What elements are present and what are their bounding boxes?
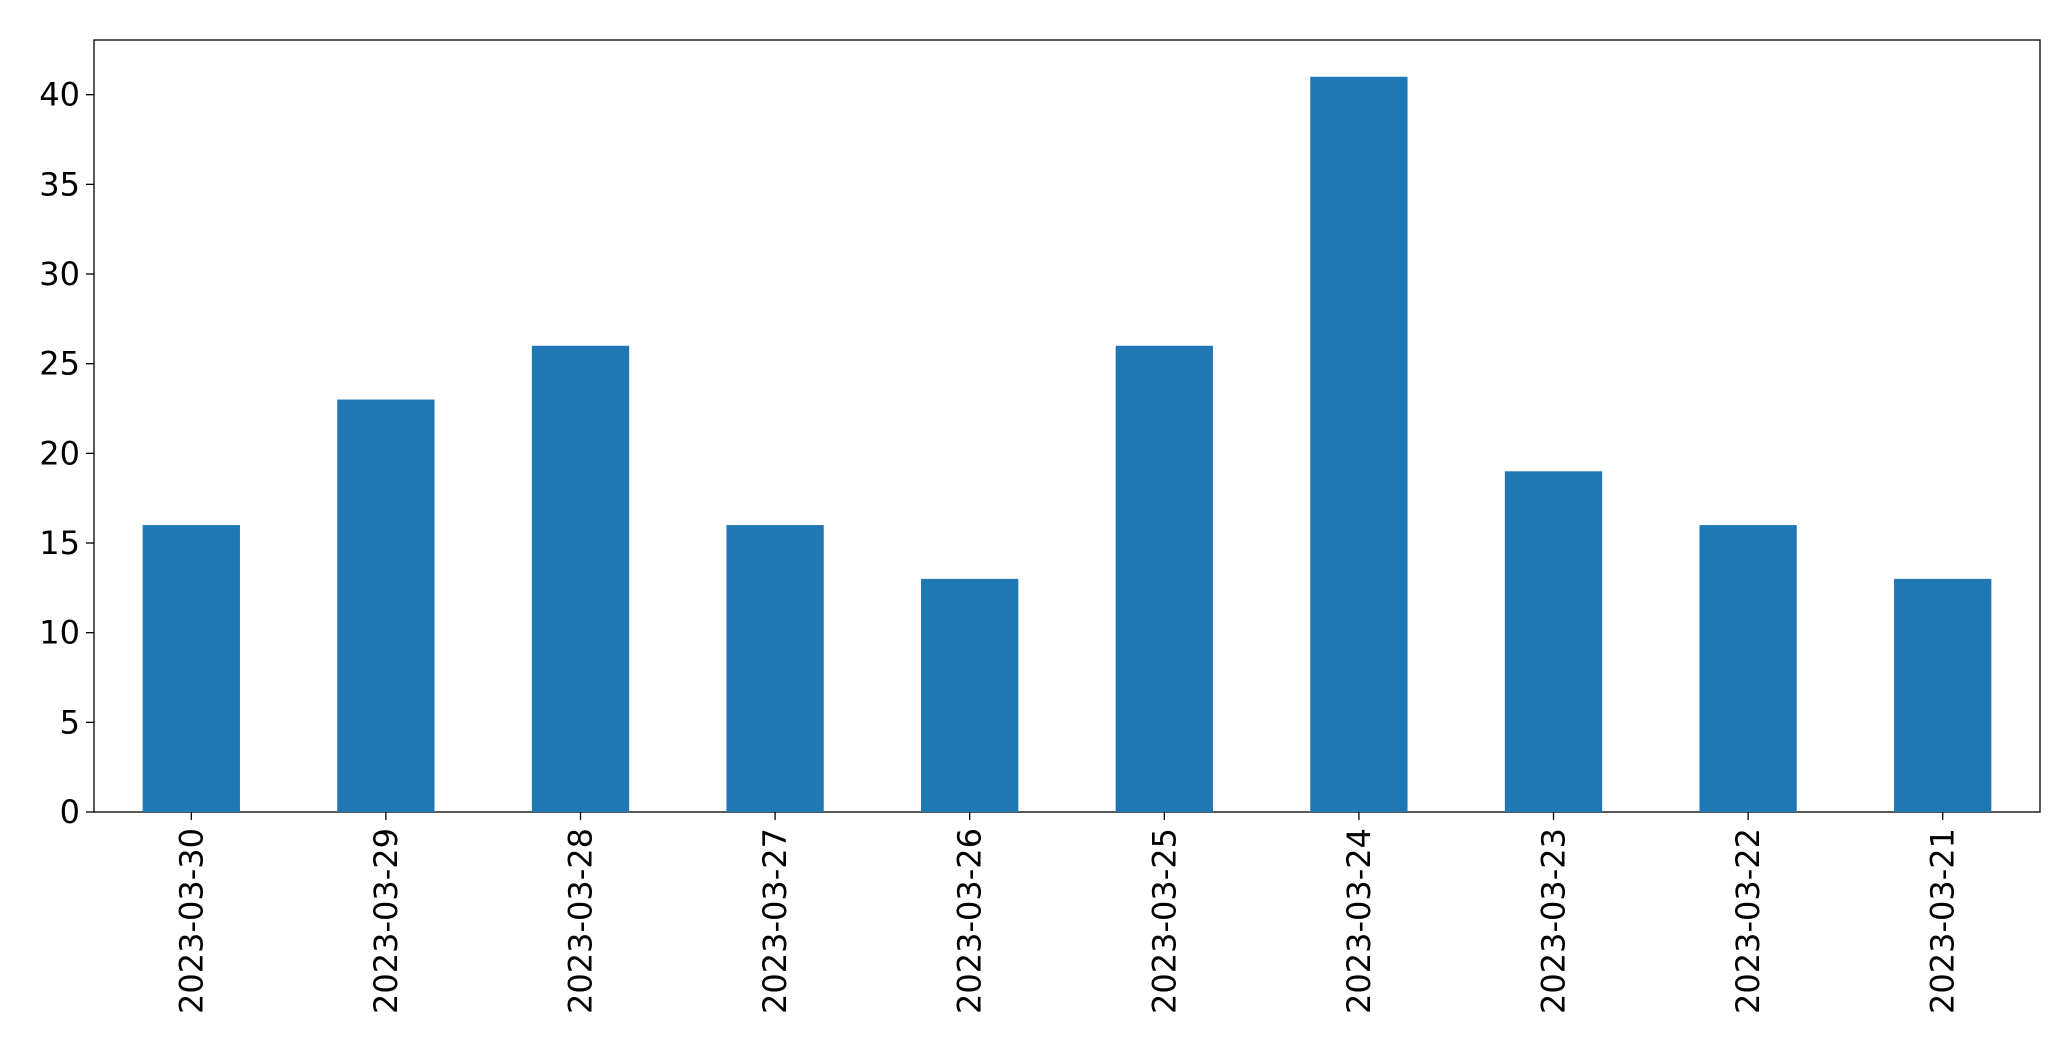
bar — [1115, 345, 1213, 812]
bar — [1699, 525, 1797, 812]
y-tick-label: 25 — [39, 345, 80, 383]
y-tick-label: 40 — [39, 76, 80, 114]
bar — [726, 525, 824, 812]
x-tick-label: 2023-03-28 — [562, 828, 600, 1014]
y-tick-label: 10 — [39, 614, 80, 652]
bar — [1310, 76, 1408, 812]
x-tick-label: 2023-03-25 — [1145, 828, 1183, 1014]
y-tick-label: 15 — [39, 524, 80, 562]
bar — [337, 399, 435, 812]
bar — [921, 578, 1019, 812]
y-tick-label: 30 — [39, 255, 80, 293]
x-tick-label: 2023-03-29 — [367, 828, 405, 1014]
bar — [1894, 578, 1992, 812]
y-tick-label: 0 — [60, 793, 80, 831]
x-tick-label: 2023-03-27 — [756, 828, 794, 1014]
bar — [142, 525, 240, 812]
x-tick-label: 2023-03-26 — [951, 828, 989, 1014]
x-tick-label: 2023-03-21 — [1924, 828, 1962, 1014]
bar — [531, 345, 630, 812]
y-tick-label: 5 — [60, 703, 80, 741]
y-tick-label: 35 — [39, 165, 80, 203]
x-tick-label: 2023-03-22 — [1729, 828, 1767, 1014]
y-tick-label: 20 — [39, 434, 80, 472]
bar — [1504, 471, 1603, 812]
x-tick-label: 2023-03-30 — [172, 828, 210, 1014]
x-tick-label: 2023-03-23 — [1535, 828, 1573, 1014]
x-tick-label: 2023-03-24 — [1340, 828, 1378, 1014]
plot-frame — [93, 39, 2041, 813]
